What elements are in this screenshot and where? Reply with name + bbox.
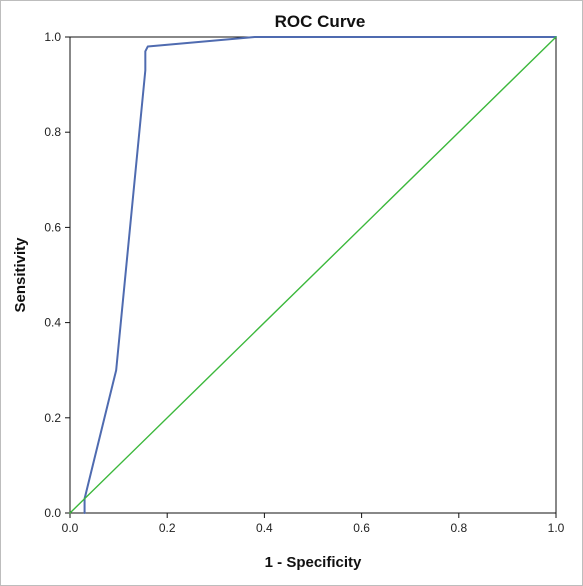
reference-diagonal-line — [69, 36, 557, 514]
x-axis-ticks: 0.0 0.2 0.4 0.6 0.8 1.0 — [62, 513, 565, 535]
chart-title: ROC Curve — [275, 12, 366, 31]
y-tick-label: 0.8 — [44, 125, 61, 139]
x-tick-label: 0.8 — [450, 521, 467, 535]
y-tick-label: 0.2 — [44, 411, 61, 425]
y-axis-ticks: 0.0 0.2 0.4 0.6 0.8 1.0 — [44, 30, 70, 520]
y-axis-label: Sensitivity — [12, 237, 29, 313]
x-tick-label: 0.0 — [62, 521, 79, 535]
x-axis-label: 1 - Specificity — [265, 554, 362, 571]
y-tick-label: 1.0 — [44, 30, 61, 44]
x-tick-label: 0.6 — [353, 521, 370, 535]
series-layer — [69, 36, 557, 514]
x-tick-label: 0.4 — [256, 521, 273, 535]
y-tick-label: 0.6 — [44, 220, 61, 234]
x-tick-label: 0.2 — [159, 521, 176, 535]
y-tick-label: 0.0 — [44, 506, 61, 520]
roc-curve-line — [83, 36, 557, 514]
x-tick-label: 1.0 — [548, 521, 565, 535]
y-tick-label: 0.4 — [44, 316, 61, 330]
